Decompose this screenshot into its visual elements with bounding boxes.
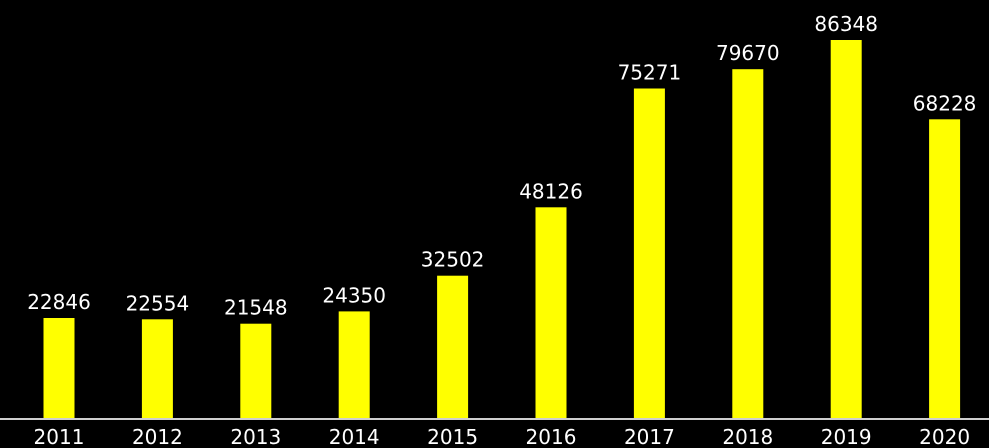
x-tick-label-2018: 2018	[722, 425, 773, 448]
bar-2015	[437, 275, 469, 418]
data-label-2014: 24350	[322, 283, 386, 307]
x-tick-labels-group: 2011 2012 2013 2014 2015 2016 2017 2018 2019 2020	[34, 425, 971, 448]
data-label-2017: 75271	[618, 61, 682, 85]
bars-group	[43, 40, 961, 419]
x-tick-label-2014: 2014	[329, 425, 380, 448]
data-label-2020: 68228	[913, 91, 977, 115]
data-label-2012: 22554	[126, 291, 190, 315]
data-label-2013: 21548	[224, 296, 288, 320]
x-tick-label-2020: 2020	[919, 425, 970, 448]
bar-2020	[929, 119, 961, 419]
bar-2017	[633, 88, 665, 418]
x-tick-label-2019: 2019	[821, 425, 872, 448]
x-tick-label-2011: 2011	[34, 425, 85, 448]
data-label-2015: 32502	[421, 248, 485, 272]
bar-2016	[535, 207, 567, 418]
x-tick-label-2015: 2015	[427, 425, 478, 448]
bar-2019	[830, 40, 862, 418]
bar-2018	[732, 69, 764, 418]
x-tick-label-2012: 2012	[132, 425, 183, 448]
bar-2014	[338, 311, 370, 418]
data-label-2016: 48126	[519, 179, 583, 203]
bar-2011	[43, 318, 75, 418]
x-tick-label-2016: 2016	[526, 425, 577, 448]
data-label-2019: 86348	[814, 12, 878, 36]
data-label-2011: 22846	[27, 290, 91, 314]
bar-2013	[240, 323, 272, 418]
bar-2012	[141, 319, 173, 418]
x-tick-label-2017: 2017	[624, 425, 675, 448]
x-tick-label-2013: 2013	[230, 425, 281, 448]
value-labels-group: 22846 22554 21548 24350 32502 48126 75271 79670…	[27, 12, 976, 320]
data-label-2018: 79670	[716, 41, 780, 65]
